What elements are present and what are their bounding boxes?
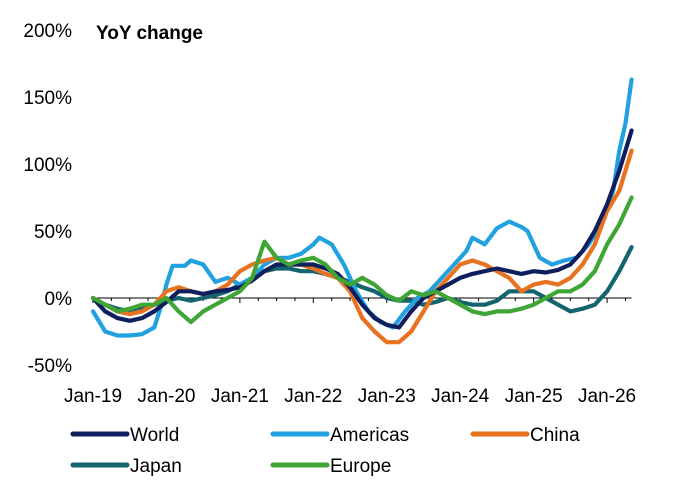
series-lines — [90, 77, 634, 345]
y-axis-tick-labels: -50% 0% 50% 100% 150% 200% — [23, 21, 72, 377]
chart-title: YoY change — [96, 23, 203, 44]
x-tick-label: Jan-25 — [505, 386, 563, 407]
series-line-europe — [90, 195, 634, 325]
x-axis-tick-labels: Jan-19 Jan-20 Jan-21 Jan-22 Jan-23 Jan-24 Jan-… — [64, 386, 636, 407]
series-line-japan — [90, 245, 634, 314]
y-tick-label: -50% — [28, 356, 72, 377]
legend-label-americas: Americas — [330, 425, 409, 446]
x-tick-label: Jan-24 — [431, 386, 490, 407]
x-tick-label: Jan-22 — [284, 386, 342, 407]
legend-label-japan: Japan — [130, 456, 182, 477]
y-tick-label: 0% — [45, 289, 73, 310]
y-tick-label: 100% — [23, 155, 72, 176]
y-tick-label: 150% — [23, 88, 72, 109]
legend-label-china: China — [530, 425, 580, 446]
y-tick-label: 50% — [34, 222, 72, 243]
x-tick-label: Jan-19 — [64, 386, 122, 407]
x-tick-label: Jan-21 — [211, 386, 269, 407]
x-tick-label: Jan-23 — [358, 386, 416, 407]
x-tick-label: Jan-20 — [137, 386, 195, 407]
legend: World Americas China Japan Europe — [70, 425, 580, 477]
series-line-world — [90, 128, 634, 330]
x-tick-label: Jan-26 — [578, 386, 636, 407]
series-line-china — [90, 148, 634, 345]
legend-label-europe: Europe — [330, 456, 391, 477]
y-tick-label: 200% — [23, 21, 72, 42]
legend-label-world: World — [130, 425, 179, 446]
